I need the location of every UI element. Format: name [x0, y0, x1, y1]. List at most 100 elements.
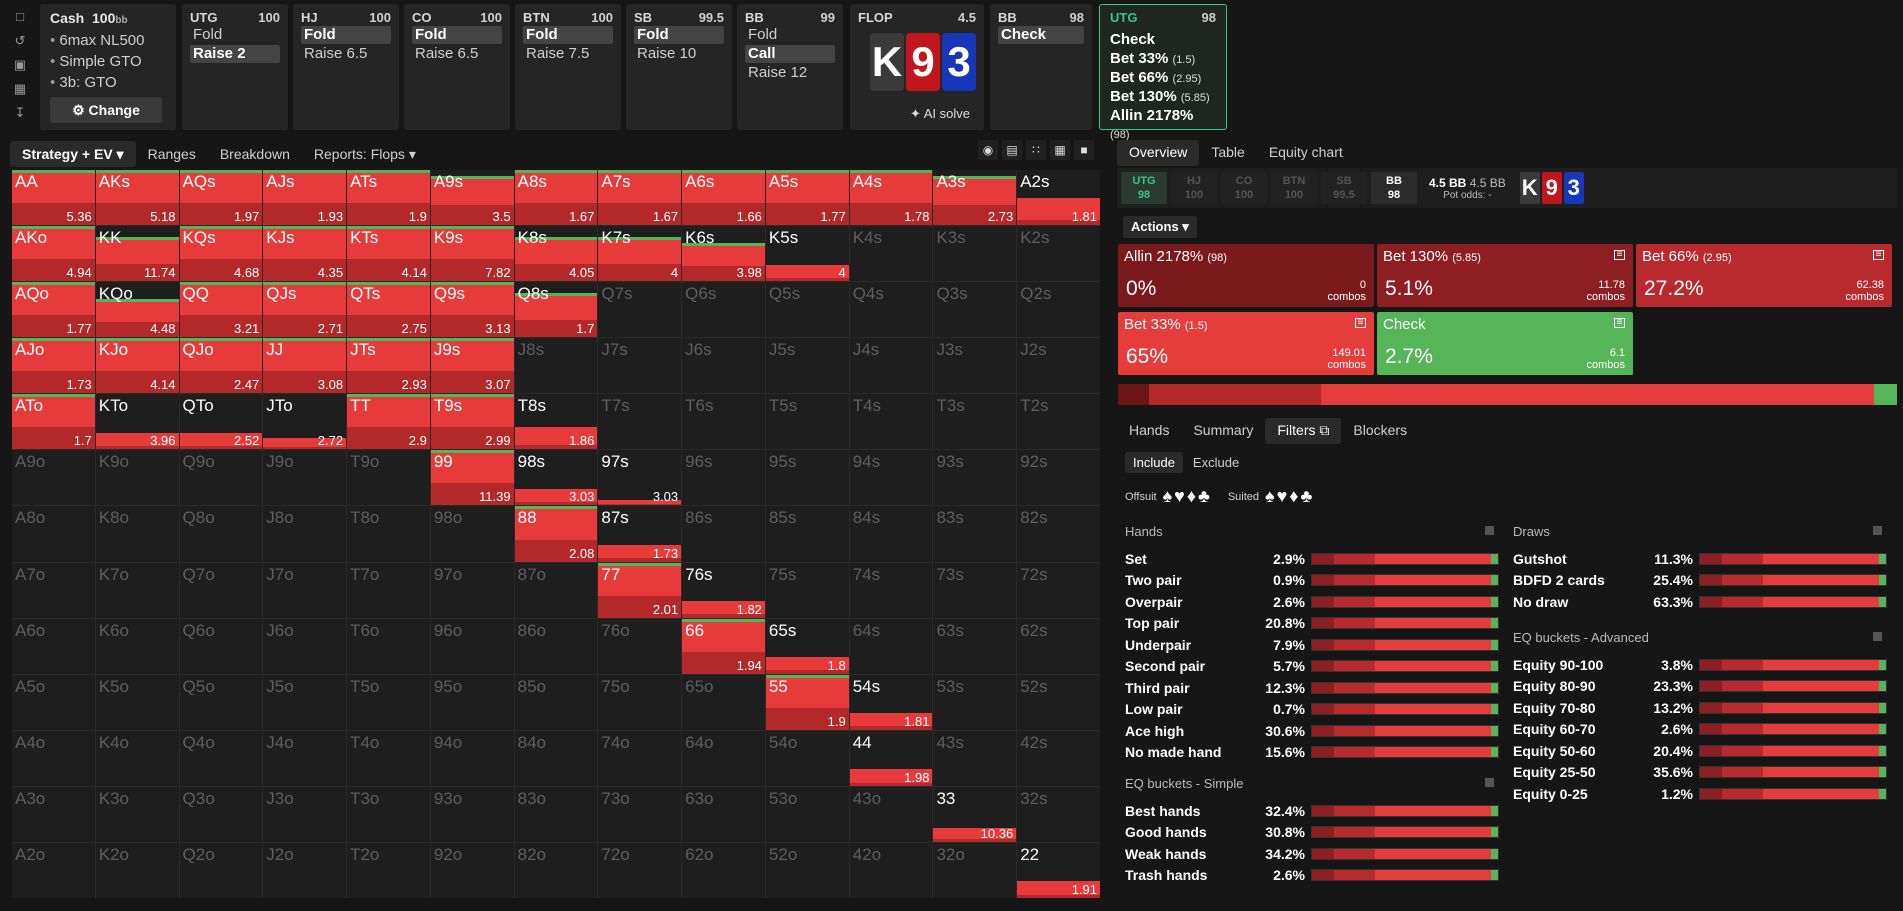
hand-cell-T5o[interactable]: T5o: [347, 674, 430, 730]
hand-cell-A5o[interactable]: A5o: [12, 674, 95, 730]
hand-cell-54o[interactable]: 54o: [765, 730, 849, 786]
hand-cell-QQ[interactable]: 3.21 QQ: [179, 282, 263, 338]
hand-cell-73o[interactable]: 73o: [598, 786, 682, 842]
tab-filters[interactable]: Filters ⧉: [1265, 418, 1342, 444]
hand-cell-Q3s[interactable]: Q3s: [933, 282, 1017, 338]
tab-ranges[interactable]: Ranges: [147, 146, 196, 162]
position-btn[interactable]: BTN 100 Fold Raise 7.5: [515, 4, 621, 130]
tab-blockers[interactable]: Blockers: [1353, 422, 1408, 438]
hand-cell-65s[interactable]: 1.8 65s: [765, 618, 849, 674]
position-bb[interactable]: BB 99 Fold Call Raise 12: [737, 4, 843, 130]
action-item[interactable]: Raise 2: [190, 45, 280, 63]
filter-row[interactable]: No draw 63.3%: [1513, 591, 1887, 612]
hand-cell-QTs[interactable]: 2.75 QTs: [347, 282, 430, 338]
hand-cell-55[interactable]: 1.9 55: [765, 674, 849, 730]
filter-row[interactable]: Two pair 0.9%: [1125, 570, 1499, 591]
hand-cell-63o[interactable]: 63o: [682, 786, 765, 842]
hand-cell-J6s[interactable]: J6s: [682, 338, 765, 394]
action-box[interactable]: Bet 33% (1.5) 65% 149.01 combos ≡: [1118, 312, 1374, 375]
hand-cell-86o[interactable]: 86o: [514, 618, 598, 674]
action-item[interactable]: Fold: [412, 26, 502, 44]
hand-cell-53s[interactable]: 53s: [933, 674, 1017, 730]
position-sb[interactable]: SB 99.5 Fold Raise 10: [626, 4, 732, 130]
hand-cell-75o[interactable]: 75o: [598, 674, 682, 730]
filter-row[interactable]: Low pair 0.7%: [1125, 699, 1499, 720]
hand-cell-98o[interactable]: 98o: [430, 506, 514, 562]
hand-cell-95s[interactable]: 95s: [765, 450, 849, 506]
hand-cell-T4o[interactable]: T4o: [347, 730, 430, 786]
tab-equity-chart[interactable]: Equity chart: [1268, 144, 1343, 160]
toggle-icon[interactable]: [1485, 526, 1494, 535]
split-view-icon[interactable]: ▤: [1002, 140, 1022, 160]
hand-cell-K9s[interactable]: 7.82 K9s: [430, 226, 514, 282]
hand-cell-92o[interactable]: 92o: [430, 842, 514, 898]
hand-cell-83s[interactable]: 83s: [933, 506, 1017, 562]
tab-table[interactable]: Table: [1211, 144, 1245, 160]
hand-cell-85o[interactable]: 85o: [514, 674, 598, 730]
hand-cell-Q2o[interactable]: Q2o: [179, 842, 263, 898]
hand-cell-QJo[interactable]: 2.47 QJo: [179, 338, 263, 394]
position-co[interactable]: CO 100 Fold Raise 6.5: [404, 4, 510, 130]
hand-cell-95o[interactable]: 95o: [430, 674, 514, 730]
hand-cell-ATs[interactable]: 1.9 ATs: [347, 170, 430, 226]
hand-cell-AKs[interactable]: 5.18 AKs: [95, 170, 179, 226]
filter-row[interactable]: Equity 0-25 1.2%: [1513, 783, 1887, 804]
hand-cell-T2o[interactable]: T2o: [347, 842, 430, 898]
hand-cell-K7s[interactable]: 4 K7s: [598, 226, 682, 282]
hand-cell-Q4o[interactable]: Q4o: [179, 730, 263, 786]
hand-cell-64o[interactable]: 64o: [682, 730, 765, 786]
hand-cell-94s[interactable]: 94s: [849, 450, 933, 506]
bet-option[interactable]: Bet 66% (2.95): [1110, 69, 1216, 88]
hand-cell-Q9s[interactable]: 3.13 Q9s: [430, 282, 514, 338]
hand-cell-KTo[interactable]: 3.96 KTo: [95, 394, 179, 450]
hand-cell-Q4s[interactable]: Q4s: [849, 282, 933, 338]
hand-cell-T2s[interactable]: T2s: [1017, 394, 1100, 450]
chart-icon[interactable]: ≡: [1614, 250, 1625, 260]
gamepad-icon[interactable]: ▦: [13, 81, 27, 96]
hand-cell-52o[interactable]: 52o: [765, 842, 849, 898]
hand-cell-J3s[interactable]: J3s: [933, 338, 1017, 394]
hand-cell-A5s[interactable]: 1.77 A5s: [765, 170, 849, 226]
hand-cell-QJs[interactable]: 2.71 QJs: [263, 282, 347, 338]
action-item[interactable]: Fold: [523, 26, 613, 44]
hand-cell-J3o[interactable]: J3o: [263, 786, 347, 842]
seat-sb[interactable]: SB 99.5: [1321, 172, 1367, 204]
hand-cell-97s[interactable]: 3.03 97s: [598, 450, 682, 506]
hand-cell-KJs[interactable]: 4.35 KJs: [263, 226, 347, 282]
filter-row[interactable]: Equity 70-80 13.2%: [1513, 697, 1887, 718]
change-button[interactable]: ⚙ Change: [50, 97, 162, 123]
hand-cell-62o[interactable]: 62o: [682, 842, 765, 898]
toggle-icon[interactable]: [1873, 632, 1882, 641]
hand-cell-J6o[interactable]: J6o: [263, 618, 347, 674]
hand-cell-ATo[interactable]: 1.7 ATo: [12, 394, 95, 450]
hand-cell-T4s[interactable]: T4s: [849, 394, 933, 450]
hand-cell-AA[interactable]: 5.36 AA: [12, 170, 95, 226]
hand-cell-Q8s[interactable]: 1.7 Q8s: [514, 282, 598, 338]
hand-cell-K6s[interactable]: 3.98 K6s: [682, 226, 765, 282]
filter-row[interactable]: BDFD 2 cards 25.4%: [1513, 570, 1887, 591]
hand-cell-96o[interactable]: 96o: [430, 618, 514, 674]
hand-cell-TT[interactable]: 2.9 TT: [347, 394, 430, 450]
filter-row[interactable]: Overpair 2.6%: [1125, 591, 1499, 612]
filter-row[interactable]: Gutshot 11.3%: [1513, 548, 1887, 569]
action-item[interactable]: Fold: [301, 26, 391, 44]
filter-row[interactable]: Best hands 32.4%: [1125, 800, 1499, 821]
action-box[interactable]: Allin 2178% (98) 0% 0 combos: [1118, 244, 1374, 307]
hand-cell-A3o[interactable]: A3o: [12, 786, 95, 842]
hand-cell-K9o[interactable]: K9o: [95, 450, 179, 506]
hand-cell-32o[interactable]: 32o: [933, 842, 1017, 898]
hand-cell-Q3o[interactable]: Q3o: [179, 786, 263, 842]
action-item[interactable]: Raise 6.5: [415, 45, 479, 62]
hand-cell-33[interactable]: 10.36 33: [933, 786, 1017, 842]
toggle-icon[interactable]: [1485, 778, 1494, 787]
hand-cell-J2o[interactable]: J2o: [263, 842, 347, 898]
filter-row[interactable]: Third pair 12.3%: [1125, 677, 1499, 698]
position-bb-flop[interactable]: BB 98 Check: [990, 4, 1092, 130]
seat-utg[interactable]: UTG 98: [1121, 172, 1167, 204]
position-hj[interactable]: HJ 100 Fold Raise 6.5: [293, 4, 399, 130]
hand-cell-72o[interactable]: 72o: [598, 842, 682, 898]
action-item[interactable]: Raise 10: [637, 45, 697, 62]
hand-cell-AJs[interactable]: 1.93 AJs: [263, 170, 347, 226]
hand-cell-63s[interactable]: 63s: [933, 618, 1017, 674]
hand-cell-Q6s[interactable]: Q6s: [682, 282, 765, 338]
